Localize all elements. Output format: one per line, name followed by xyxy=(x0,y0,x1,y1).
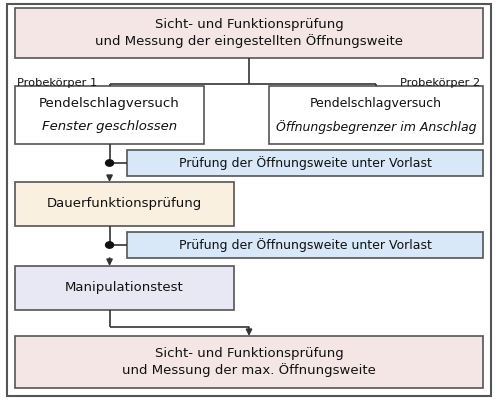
Circle shape xyxy=(106,160,114,166)
Text: Pendelschlagversuch: Pendelschlagversuch xyxy=(310,97,442,110)
Text: Probekörper 1: Probekörper 1 xyxy=(17,78,98,88)
Text: Prüfung der Öffnungsweite unter Vorlast: Prüfung der Öffnungsweite unter Vorlast xyxy=(179,156,431,170)
Text: Fenster geschlossen: Fenster geschlossen xyxy=(42,120,177,133)
FancyBboxPatch shape xyxy=(127,150,483,176)
Circle shape xyxy=(106,242,114,248)
Text: Dauerfunktionsprüfung: Dauerfunktionsprüfung xyxy=(47,198,202,210)
Text: Sicht- und Funktionsprüfung
und Messung der max. Öffnungsweite: Sicht- und Funktionsprüfung und Messung … xyxy=(122,348,376,376)
FancyBboxPatch shape xyxy=(15,8,483,58)
Text: Manipulationstest: Manipulationstest xyxy=(65,282,184,294)
Text: Probekörper 2: Probekörper 2 xyxy=(400,78,481,88)
Text: Pendelschlagversuch: Pendelschlagversuch xyxy=(39,97,180,110)
FancyBboxPatch shape xyxy=(15,336,483,388)
FancyBboxPatch shape xyxy=(15,86,204,144)
Text: Prüfung der Öffnungsweite unter Vorlast: Prüfung der Öffnungsweite unter Vorlast xyxy=(179,238,431,252)
FancyBboxPatch shape xyxy=(127,232,483,258)
Text: Sicht- und Funktionsprüfung
und Messung der eingestellten Öffnungsweite: Sicht- und Funktionsprüfung und Messung … xyxy=(95,18,403,48)
FancyBboxPatch shape xyxy=(15,266,234,310)
FancyBboxPatch shape xyxy=(269,86,483,144)
FancyBboxPatch shape xyxy=(15,182,234,226)
Text: Öffnungsbegrenzer im Anschlag: Öffnungsbegrenzer im Anschlag xyxy=(276,120,476,134)
